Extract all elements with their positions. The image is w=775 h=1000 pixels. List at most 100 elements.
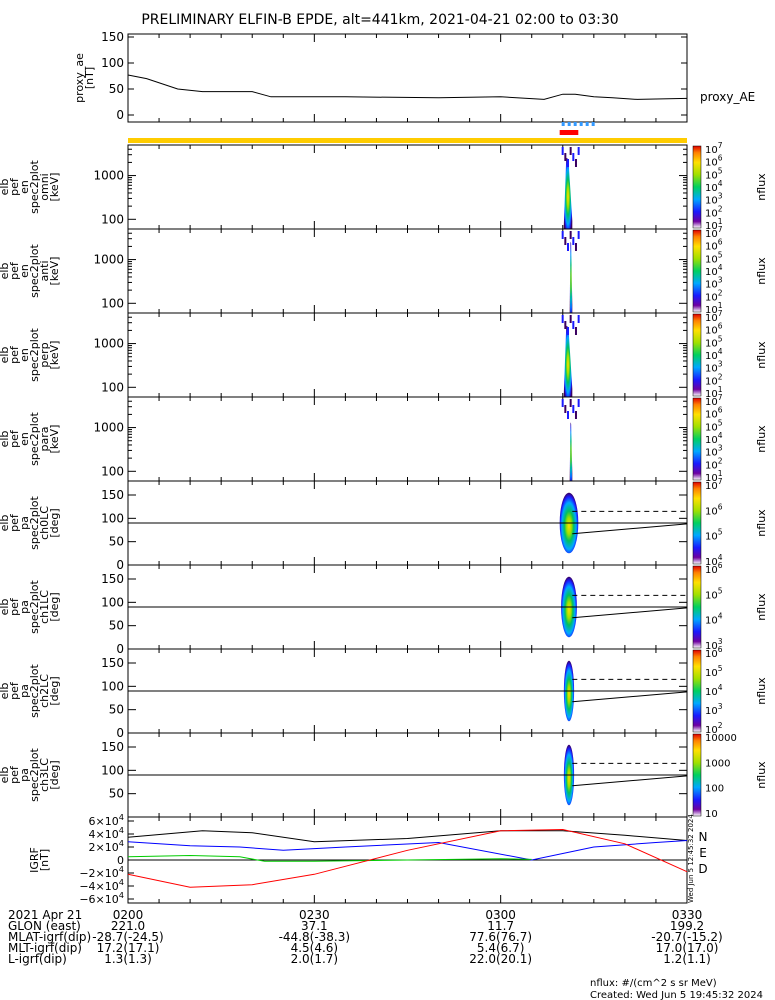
spectrogram-streak [577, 315, 580, 323]
y-tick-label: 100 [101, 296, 124, 310]
panel-ylabel: [deg] [48, 592, 61, 621]
colorbar-tick-label: 104 [705, 179, 723, 194]
colorbar [692, 481, 702, 565]
panel-ylabel: pa [18, 600, 31, 614]
colorbar-tick-label: 102 [705, 288, 723, 303]
colorbar-label: nflux [755, 509, 768, 537]
axis-row-value: 0230 [299, 908, 330, 922]
panel-proxy_ae: proxy_ae[nT] 150 100 50 0 proxy_AE [73, 30, 755, 123]
marker-tick [579, 122, 583, 126]
spectrogram-streak [572, 153, 575, 161]
axis-row-value: 11.7 [487, 919, 514, 933]
colorbar-tick-label: 105 [705, 664, 723, 679]
panel-ylabel: pef [8, 177, 21, 196]
colorbar-tick-label: 103 [705, 637, 723, 652]
colorbar-label: nflux [755, 677, 768, 705]
colorbar [692, 649, 702, 733]
grf-curve-total [127, 830, 688, 843]
spectrogram-streak [569, 147, 572, 155]
marker-tick [591, 122, 595, 126]
y-tick-label: −2×104 [79, 864, 124, 880]
panel-ylabel: ch1LC [38, 590, 51, 624]
colorbar-tick-label: 106 [705, 645, 723, 660]
y-tick-label: 150 [101, 30, 124, 44]
panel-frame [127, 33, 688, 123]
axis-row-value: 1.2(1.1) [663, 952, 711, 966]
spectrogram-streak [561, 147, 564, 155]
proxy-ae-line [127, 74, 688, 100]
spectrogram-streak [561, 315, 564, 323]
colorbar-tick-label: 105 [705, 166, 723, 181]
colorbar-tick-label: 103 [705, 192, 723, 207]
y-tick-label: 100 [101, 595, 124, 609]
colorbar-tick-label: 106 [705, 406, 723, 421]
axis-row-value: 199.2 [670, 919, 704, 933]
axis-row-value: -20.7(-15.2) [651, 930, 722, 944]
panel-ylabel: spec2plot [28, 328, 41, 382]
panel-ylabel: en [18, 432, 31, 446]
spectrogram-streak [564, 237, 567, 245]
grf-legend-n: N [699, 830, 708, 844]
spectrogram-blob [569, 241, 573, 313]
spectrogram-streak [566, 159, 569, 167]
colorbar-tick-label: 102 [705, 456, 723, 471]
colorbar-tick-label: 104 [705, 347, 723, 362]
colorbar-tick-label: 101 [705, 301, 723, 316]
colorbar-tick-label: 101 [705, 385, 723, 400]
colorbar-tick-label: 105 [705, 418, 723, 433]
y-tick-label: 0 [116, 558, 124, 572]
collection-interval-bar [559, 130, 579, 135]
panel-frame [127, 144, 688, 230]
y-tick-label: 50 [109, 703, 124, 717]
loss-cone-solid [572, 523, 688, 535]
colorbar-tick-label: 103 [705, 276, 723, 291]
y-tick-label: 100 [101, 464, 124, 478]
axis-row-label: 2021 Apr 21 [8, 908, 82, 922]
panel-ylabel: ch3LC [38, 758, 51, 792]
colorbar [692, 145, 702, 229]
panel-ylabel: pef [8, 765, 21, 784]
y-tick-label: 50 [109, 82, 124, 96]
colorbar-tick-label: 107 [705, 477, 723, 492]
colorbar-tick-label: 10 [705, 809, 718, 820]
colorbar-tick-label: 105 [705, 586, 723, 601]
colorbar-tick-label: 104 [705, 683, 723, 698]
axis-row-value: 0300 [485, 908, 516, 922]
panel-ylabel: en [18, 348, 31, 362]
spectrogram-streak [577, 147, 580, 155]
panel-ylabel: [deg] [48, 760, 61, 789]
panel-ylabel: [deg] [48, 508, 61, 537]
panel-ylabel: elb [0, 767, 11, 784]
panel-ylabel: pef [8, 345, 21, 364]
panel-ylabel: elb [0, 599, 11, 616]
y-tick-label: 0 [117, 854, 124, 867]
colorbar-tick-label: 106 [705, 154, 723, 169]
axis-row-value: -44.8(-38.3) [279, 930, 350, 944]
colorbar-tick-label: 101 [705, 217, 723, 232]
spectrogram-streak [574, 243, 577, 251]
y-tick-label: 50 [109, 787, 124, 801]
panel-ylabel: [keV] [48, 173, 61, 202]
colorbar-label: nflux [755, 341, 768, 369]
colorbar-tick-label: 101 [705, 469, 723, 484]
grf-curve-n [127, 840, 688, 861]
colorbar-tick-label: 103 [705, 444, 723, 459]
panel-ylabel: spec2plot [28, 748, 41, 802]
panel-ylabel: spec2plot [28, 580, 41, 634]
spectrogram-blob [563, 325, 573, 397]
panel-ylabel: ch0LC [38, 506, 51, 540]
panel-ylabel: spec2plot [28, 160, 41, 214]
grf-curve-e [127, 854, 532, 862]
colorbar-label: nflux [755, 425, 768, 453]
spectrogram-streak [574, 327, 577, 335]
grf-legend-e: E [699, 846, 707, 860]
panel-ylabel: elb [0, 347, 11, 364]
panel-ylabel: spec2plot [28, 412, 41, 466]
colorbar-tick-label: 100 [705, 784, 724, 795]
spectrogram-blob [569, 422, 573, 481]
colorbar-tick-label: 105 [705, 250, 723, 265]
panel-frame [127, 228, 688, 314]
y-tick-label: 50 [109, 535, 124, 549]
colorbar-tick-label: 106 [705, 238, 723, 253]
